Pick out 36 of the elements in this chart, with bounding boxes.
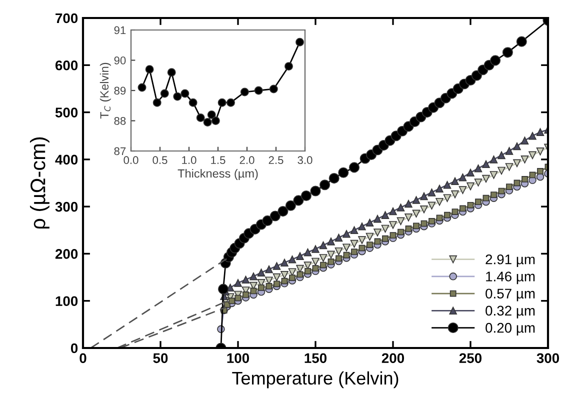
y-tick-label: 89 xyxy=(114,86,126,95)
y-tick-label: 300 xyxy=(55,202,78,212)
y-tick-label: 500 xyxy=(55,108,78,118)
legend-label: 0.20 µm xyxy=(486,322,535,336)
x-tick-label: 1.0 xyxy=(182,156,196,164)
x-axis-title: Thickness (µm) xyxy=(178,168,258,180)
y-axis-title: ρ (µΩ-cm) xyxy=(30,137,50,229)
legend-label: 0.57 µm xyxy=(486,288,535,302)
x-tick-label: 150 xyxy=(304,353,327,364)
y-tick-label: 87 xyxy=(114,147,126,156)
legend-label: 0.32 µm xyxy=(486,306,535,318)
x-tick-label: 50 xyxy=(153,353,168,364)
y-tick-label: 700 xyxy=(56,13,78,24)
x-tick-label: 200 xyxy=(382,353,404,364)
x-tick-label: 2.0 xyxy=(240,156,254,164)
y-tick-label: 0 xyxy=(70,343,78,354)
legend-label: 1.46 µm xyxy=(486,272,535,284)
y-tick-label: 90 xyxy=(114,56,126,64)
x-tick-label: 300 xyxy=(536,353,560,364)
x-tick-label: 250 xyxy=(459,353,482,364)
y-tick-label: 91 xyxy=(114,26,126,34)
y-tick-label: 200 xyxy=(55,249,78,259)
y-tick-label: 600 xyxy=(55,60,78,70)
y-tick-label: 100 xyxy=(56,296,78,306)
x-tick-label: 100 xyxy=(227,353,250,364)
x-tick-label: 0 xyxy=(80,353,86,364)
x-tick-label: 0.0 xyxy=(124,156,138,164)
y-tick-label: 400 xyxy=(55,154,78,165)
x-tick-label: 0.5 xyxy=(152,156,168,164)
x-axis-title: Temperature (Kelvin) xyxy=(232,371,398,388)
y-tick-label: 88 xyxy=(114,117,126,125)
x-tick-label: 3.0 xyxy=(298,156,312,164)
x-tick-label: 2.5 xyxy=(268,156,284,164)
x-tick-label: 1.5 xyxy=(211,156,226,164)
legend-label: 2.91 µm xyxy=(486,254,535,268)
y-axis-title: T$_{C}$ (Kelvin) xyxy=(100,62,111,119)
